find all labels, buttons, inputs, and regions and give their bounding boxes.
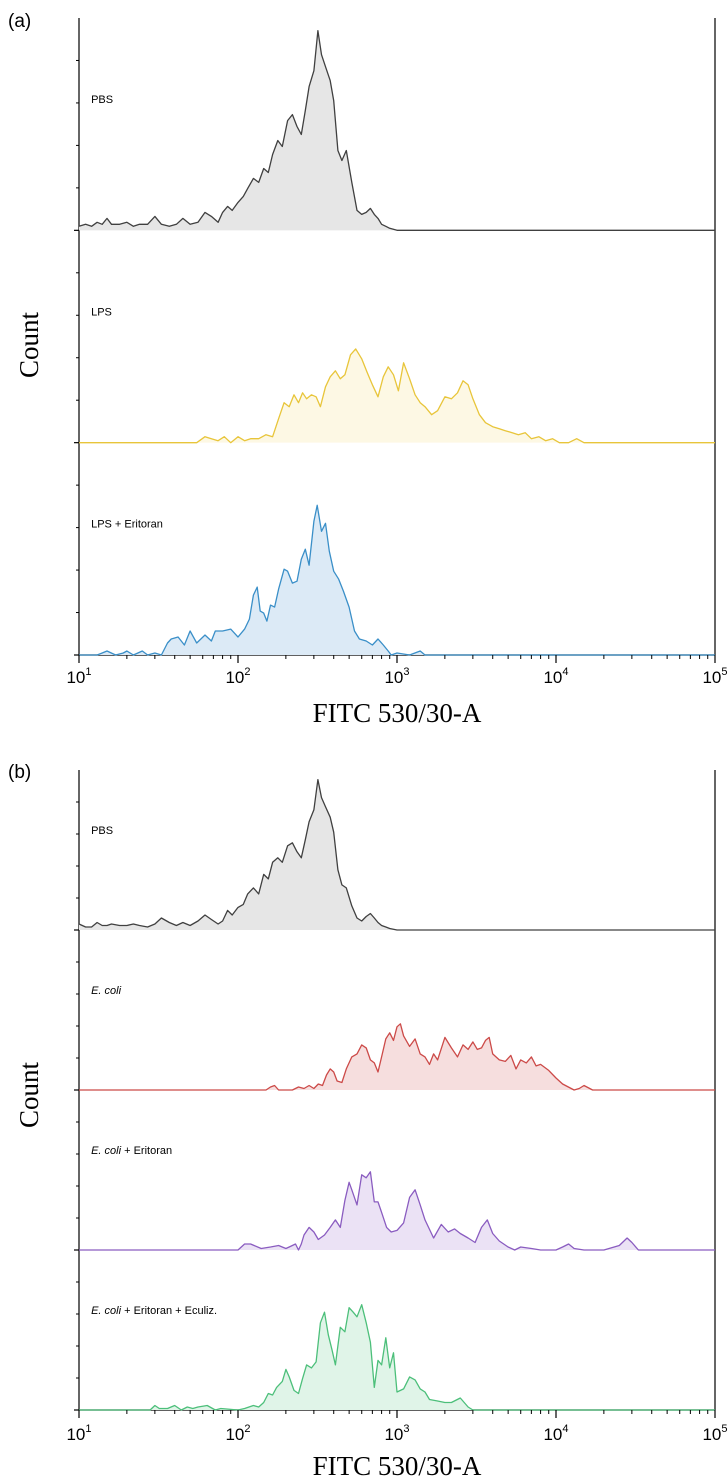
panel-label: (a) <box>8 11 31 32</box>
series-label-italic: E. coli <box>91 1145 122 1157</box>
series-fill <box>79 779 715 930</box>
x-tick-label: 102 <box>225 666 250 687</box>
series-line <box>78 30 715 231</box>
series-label: LPS + Eritoran <box>91 519 163 531</box>
x-tick-base: 10 <box>384 668 403 687</box>
series-fill <box>79 505 715 655</box>
x-tick-exponent: 5 <box>721 1423 727 1435</box>
series-3: E. coli + Eritoran + Eculiz. <box>74 1281 715 1411</box>
x-tick-base: 10 <box>543 1425 562 1444</box>
series-label-italic: E. coli <box>91 1305 122 1317</box>
x-tick-base: 10 <box>66 1425 85 1444</box>
series-label-rest: + Eritoran + Eculiz. <box>121 1305 217 1317</box>
series-label: PBS <box>91 94 113 106</box>
y-axis-title: Count <box>14 1061 44 1128</box>
x-tick-label: 102 <box>225 1423 250 1444</box>
x-tick-label: 103 <box>384 1423 409 1444</box>
series-label: E. coli + Eritoran <box>91 1145 172 1157</box>
series-label: PBS <box>91 825 113 837</box>
series-label: E. coli <box>91 985 122 997</box>
x-axis-title: FITC 530/30-A <box>313 698 482 728</box>
series-label-rest: + Eritoran <box>121 1145 172 1157</box>
x-tick-base: 10 <box>66 668 85 687</box>
x-tick-exponent: 4 <box>562 1423 568 1435</box>
series-fill <box>79 348 715 443</box>
x-tick-base: 10 <box>225 668 244 687</box>
series-fill <box>79 1304 715 1410</box>
series-line <box>78 778 715 931</box>
x-tick-label: 104 <box>543 1423 568 1444</box>
x-tick-exponent: 2 <box>244 1423 250 1435</box>
series-label: LPS <box>91 306 112 318</box>
x-tick-base: 10 <box>702 1425 721 1444</box>
x-tick-label: 101 <box>66 666 91 687</box>
x-tick-label: 105 <box>702 1423 727 1444</box>
x-tick-exponent: 5 <box>721 666 727 678</box>
series-2: E. coli + Eritoran <box>74 1121 715 1251</box>
x-tick-exponent: 1 <box>85 1423 91 1435</box>
series-0: PBS <box>74 30 715 231</box>
x-tick-label: 101 <box>66 1423 91 1444</box>
series-line <box>79 1171 715 1251</box>
series-line <box>79 348 715 444</box>
x-tick-base: 10 <box>384 1425 403 1444</box>
series-fill <box>79 30 715 231</box>
series-2: LPS + Eritoran <box>74 484 715 656</box>
panel-label: (b) <box>8 762 31 783</box>
series-line <box>79 1304 715 1411</box>
series-label: E. coli + Eritoran + Eculiz. <box>91 1305 217 1317</box>
x-tick-exponent: 2 <box>244 666 250 678</box>
x-tick-label: 105 <box>702 666 727 687</box>
series-fill <box>79 1023 715 1090</box>
x-tick-base: 10 <box>702 668 721 687</box>
series-1: LPS <box>74 272 715 444</box>
x-axis-title: FITC 530/30-A <box>313 1451 482 1481</box>
x-tick-base: 10 <box>543 668 562 687</box>
x-tick-label: 103 <box>384 666 409 687</box>
series-fill <box>79 1171 715 1250</box>
y-axis-title: Count <box>14 311 44 378</box>
x-tick-label: 104 <box>543 666 568 687</box>
x-tick-base: 10 <box>225 1425 244 1444</box>
series-1: E. coli <box>74 961 715 1091</box>
x-tick-exponent: 1 <box>85 666 91 678</box>
x-tick-exponent: 3 <box>403 1423 409 1435</box>
series-line <box>79 1023 715 1091</box>
x-tick-exponent: 3 <box>403 666 409 678</box>
series-0: PBS <box>74 778 715 931</box>
series-line <box>79 504 715 656</box>
series-label-italic: E. coli <box>91 985 122 997</box>
x-tick-exponent: 4 <box>562 666 568 678</box>
